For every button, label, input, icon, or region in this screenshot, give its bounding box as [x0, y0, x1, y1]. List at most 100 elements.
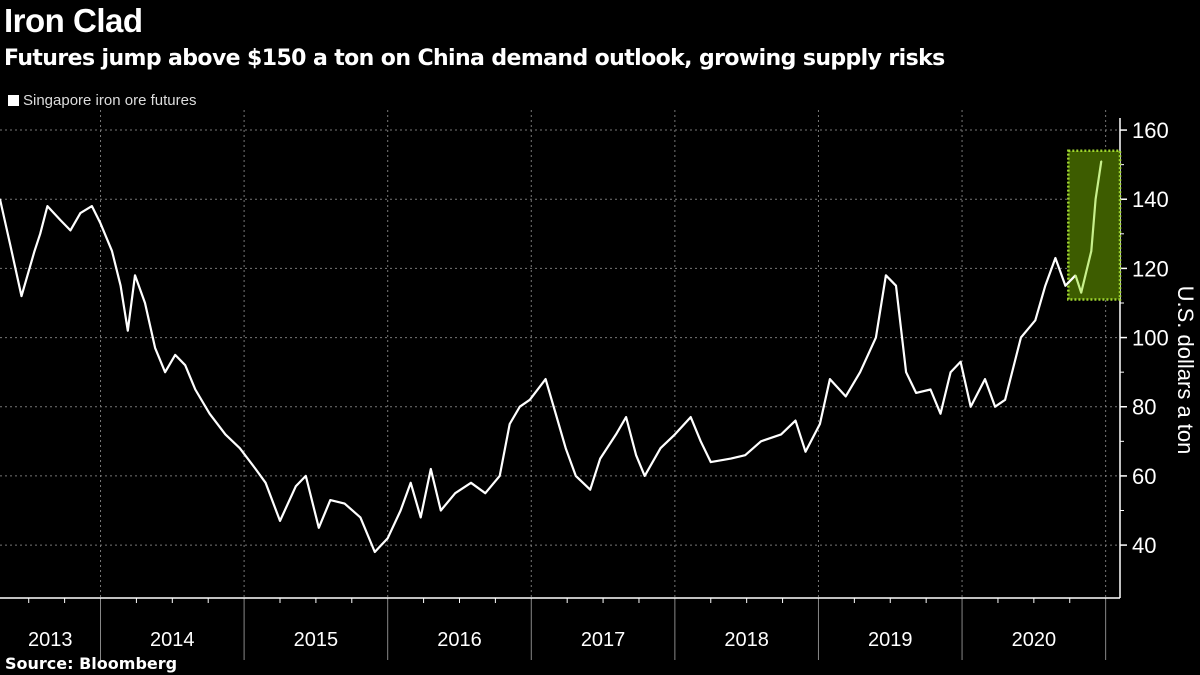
x-tick-label: 2018 [724, 629, 769, 651]
y-tick-label: 40 [1132, 533, 1156, 558]
data-point [373, 551, 376, 553]
x-tick-label: 2017 [581, 629, 626, 651]
data-point [154, 347, 156, 349]
data-point [39, 233, 42, 235]
data-point [744, 454, 747, 456]
data-point [1094, 198, 1097, 201]
data-point [59, 219, 62, 221]
data-point [343, 502, 346, 505]
data-point [399, 509, 402, 512]
y-axis-label: U.S. dollars a ton [1173, 285, 1198, 455]
data-point [508, 423, 511, 425]
x-tick-label: 2014 [150, 629, 195, 651]
y-tick-label: 60 [1132, 464, 1156, 489]
data-point [208, 412, 211, 415]
data-point [0, 198, 1, 201]
data-point [126, 329, 129, 332]
data-point [359, 516, 362, 519]
data-point [574, 475, 577, 477]
data-point [589, 488, 591, 491]
data-point [829, 378, 831, 380]
data-point [69, 229, 72, 232]
data-point [859, 371, 861, 373]
data-point [1020, 336, 1022, 339]
data-point [885, 274, 887, 277]
x-tick-label: 2013 [28, 629, 73, 651]
data-point [484, 492, 487, 495]
data-point [498, 475, 501, 477]
data-point [194, 388, 197, 391]
data-point [305, 475, 307, 477]
data-point [254, 468, 257, 470]
data-point [46, 205, 49, 207]
data-point [9, 243, 11, 245]
data-point [895, 284, 897, 287]
data-point [984, 378, 986, 380]
data-point [689, 416, 692, 418]
data-point [470, 482, 472, 484]
data-point [554, 412, 557, 415]
data-point [1064, 284, 1067, 287]
legend-swatch [8, 95, 19, 106]
data-point [440, 509, 442, 512]
data-point [184, 364, 187, 367]
data-point [994, 405, 996, 408]
data-point [1054, 257, 1057, 259]
data-point [386, 537, 389, 539]
data-point [454, 492, 456, 495]
legend: Singapore iron ore futures [8, 92, 196, 109]
data-point [674, 433, 676, 436]
y-tick-label: 100 [1132, 326, 1169, 351]
data-point [1044, 284, 1047, 287]
data-point [279, 520, 281, 522]
data-point [224, 433, 227, 436]
data-point [79, 212, 82, 214]
data-point [429, 468, 432, 470]
y-tick-label: 120 [1132, 256, 1169, 281]
data-point [819, 423, 821, 425]
data-point [1090, 250, 1093, 252]
chart-title: Iron Clad [4, 2, 143, 39]
x-tick-label: 2015 [294, 629, 339, 651]
data-point [329, 499, 332, 501]
data-point [949, 371, 952, 373]
data-point [20, 295, 23, 297]
data-point [1100, 160, 1103, 162]
data-point [294, 485, 297, 488]
x-tick-label: 2016 [437, 629, 482, 651]
y-tick-label: 80 [1132, 395, 1156, 420]
data-point [518, 405, 521, 408]
source-note: Source: Bloomberg [5, 654, 178, 673]
data-point [174, 354, 176, 356]
y-tick-label: 140 [1132, 187, 1169, 212]
data-point [419, 516, 422, 519]
data-point [529, 399, 531, 401]
data-point [969, 405, 972, 408]
data-point [730, 457, 732, 460]
data-point [929, 388, 932, 391]
data-point [99, 222, 102, 225]
data-point [1004, 399, 1006, 401]
data-point [915, 392, 917, 394]
data-point [119, 284, 122, 287]
data-point [760, 440, 762, 443]
data-point [635, 454, 637, 456]
data-point [1074, 274, 1077, 277]
data-point [699, 440, 702, 443]
data-point [1034, 319, 1037, 322]
data-point [905, 371, 907, 373]
data-point [1080, 291, 1083, 294]
data-point [144, 302, 146, 304]
data-point [599, 457, 602, 460]
data-point [959, 360, 962, 363]
data-point [134, 274, 136, 277]
legend-label: Singapore iron ore futures [23, 92, 197, 109]
series-line [0, 198, 1077, 554]
data-point [804, 450, 807, 453]
data-point [780, 433, 782, 436]
data-point [264, 482, 267, 484]
data-point [625, 416, 627, 418]
data-point [317, 526, 320, 529]
data-point [794, 419, 797, 422]
